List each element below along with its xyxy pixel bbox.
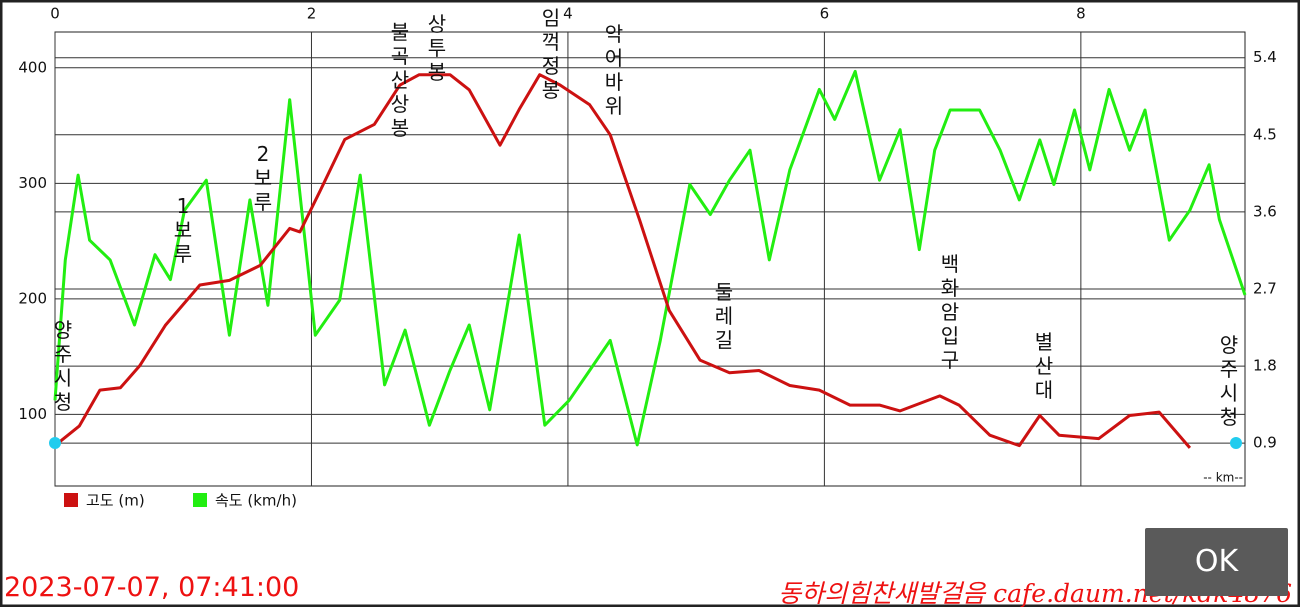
annotation: 상투봉 [427,12,447,84]
start-marker [49,437,61,449]
legend-label: 속도 (km/h) [215,492,297,510]
y2-tick-label: 4.5 [1253,125,1277,143]
annotation: 2보루 [253,142,273,214]
annotation: 불곡산상봉 [390,20,410,140]
annotation: 백화암입구 [940,252,960,372]
annotation: 임꺽정봉 [541,6,561,102]
x-axis-label: -- km-- [1203,471,1243,485]
x-tick-label: 2 [307,5,317,23]
y-tick-label: 100 [18,405,47,423]
x-tick-label: 4 [563,5,573,23]
legend-swatch [193,493,207,507]
annotation: 둘레길 [714,280,734,352]
y2-tick-label: 2.7 [1253,279,1277,297]
y2-tick-label: 1.8 [1253,357,1277,375]
series-line [53,69,1247,447]
series-line [54,73,1192,449]
plot-frame [54,31,1246,487]
legend-label: 고도 (m) [86,492,145,510]
annotation: 양주시청 [53,318,73,414]
y-tick-label: 400 [18,58,47,76]
y2-tick-label: 5.4 [1253,48,1277,66]
y2-tick-label: 3.6 [1253,202,1277,220]
annotation: 악어바위 [604,22,624,118]
x-tick-label: 8 [1076,5,1086,23]
annotation: 별산대 [1034,330,1054,402]
x-tick-label: 6 [820,5,830,23]
timestamp: 2023-07-07, 07:41:00 [4,572,300,603]
legend-swatch [64,493,78,507]
end-marker [1230,437,1242,449]
y-tick-label: 300 [18,174,47,192]
annotation: 양주시청 [1219,333,1239,429]
ok-button[interactable]: OK [1145,528,1288,596]
y-tick-label: 200 [18,289,47,307]
annotation: 1보루 [173,194,193,266]
y2-tick-label: 0.9 [1253,434,1277,452]
x-tick-label: 0 [50,5,60,23]
